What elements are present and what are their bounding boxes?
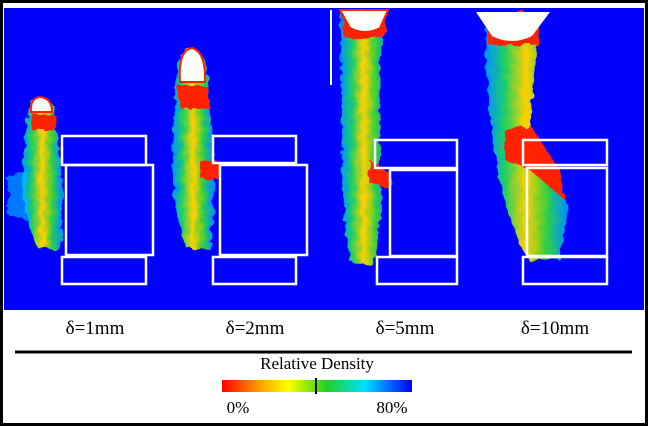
- panel-label: δ=10mm: [521, 318, 589, 339]
- plume: [8, 97, 63, 250]
- legend-title: Relative Density: [260, 354, 374, 373]
- void: [476, 12, 550, 41]
- void: [29, 95, 54, 113]
- plume: [171, 48, 218, 250]
- void: [178, 46, 207, 83]
- obstacles: [60, 134, 609, 286]
- colorbar-min-label: 0%: [227, 398, 250, 417]
- panel-label: δ=1mm: [66, 318, 125, 339]
- panel-label: δ=5mm: [376, 318, 435, 339]
- panel-label: δ=2mm: [226, 318, 285, 339]
- void: [338, 9, 390, 33]
- figure-canvas: δ=1mm δ=2mm δ=5mm δ=10mm Relative Density 0…: [4, 8, 644, 417]
- colorbar-max-label: 80%: [376, 398, 407, 417]
